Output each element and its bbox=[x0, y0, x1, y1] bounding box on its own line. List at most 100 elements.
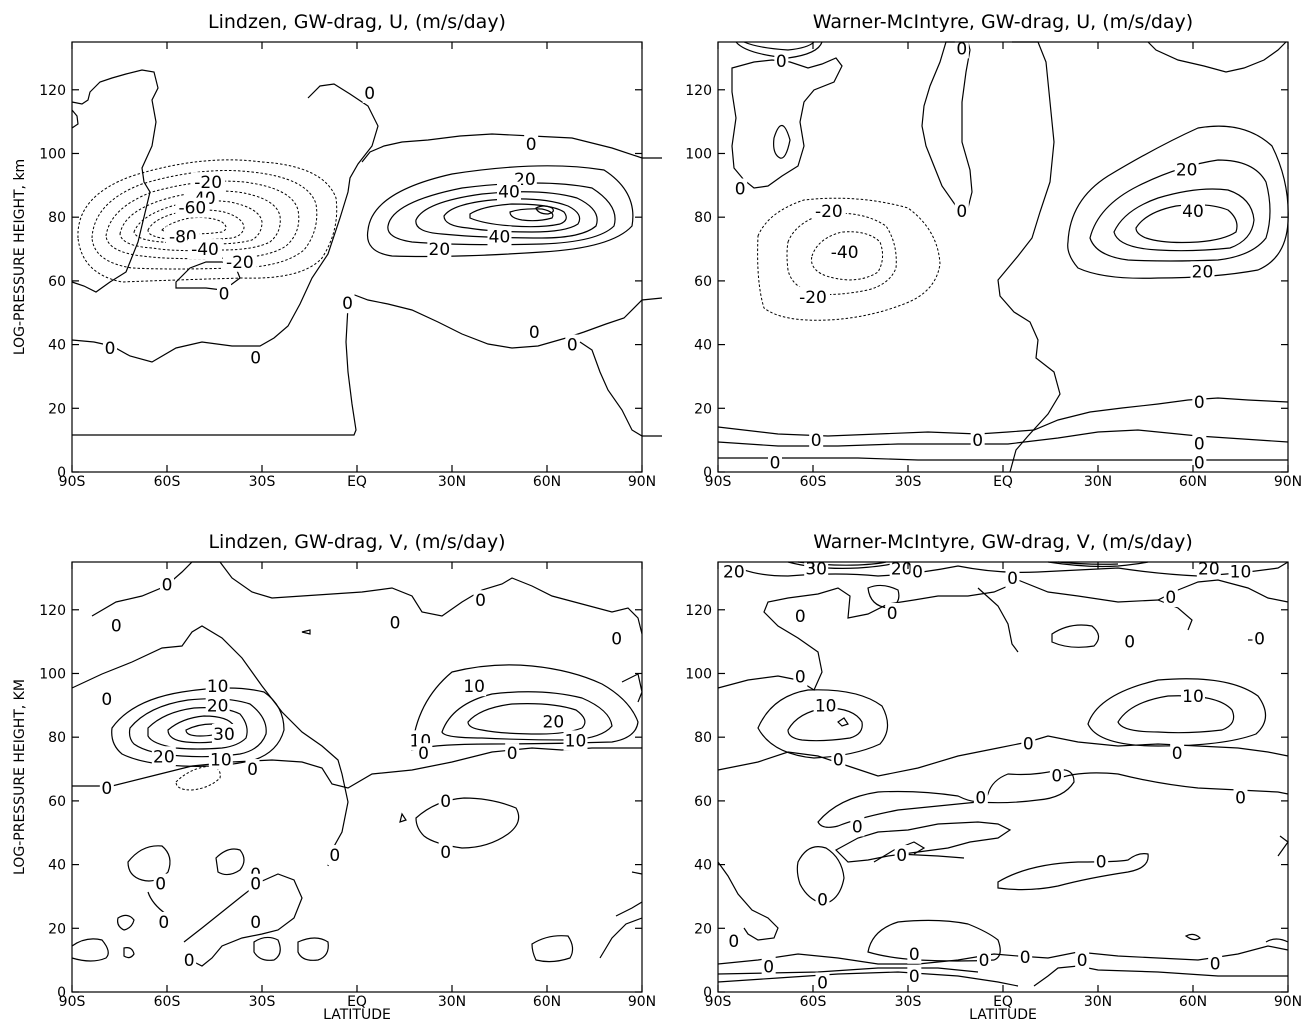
contour-label-bg bbox=[1233, 787, 1248, 808]
x-tick-label: 60N bbox=[533, 474, 561, 490]
contour-label-bg bbox=[388, 612, 402, 633]
contour-line bbox=[757, 197, 941, 321]
contour-label: 0 bbox=[1023, 735, 1034, 755]
x-tick-label: 90N bbox=[628, 994, 656, 1010]
contour-line bbox=[128, 698, 267, 758]
x-tick-label: 30N bbox=[438, 994, 466, 1010]
contour-label-bg bbox=[205, 695, 230, 716]
contour-label: 0 bbox=[795, 607, 806, 627]
x-tick-label: 60S bbox=[800, 474, 827, 490]
contour-line bbox=[361, 133, 662, 163]
contour-label: -40 bbox=[831, 243, 859, 263]
contour-label: 0 bbox=[817, 891, 828, 911]
contour-line bbox=[123, 947, 135, 959]
x-tick-label: 90S bbox=[59, 994, 86, 1010]
x-tick-label: 30S bbox=[895, 474, 922, 490]
contour-line bbox=[717, 861, 779, 941]
contour-line bbox=[147, 707, 248, 750]
contour-label-bg bbox=[160, 574, 174, 595]
contour-label: 0 bbox=[1210, 954, 1221, 974]
contour-line bbox=[621, 673, 643, 703]
contour-label: 0 bbox=[250, 875, 261, 895]
y-tick-label: 40 bbox=[48, 338, 66, 354]
contour-label: 0 bbox=[909, 967, 920, 987]
x-tick-label: 90N bbox=[628, 474, 656, 490]
contour-line bbox=[175, 261, 241, 291]
contour-label-bg bbox=[804, 558, 829, 579]
contour-label-bg bbox=[793, 666, 808, 687]
contour-line bbox=[117, 914, 135, 931]
contour-line bbox=[837, 717, 849, 727]
contour-label: 0 bbox=[956, 39, 967, 59]
contour-label: 0 bbox=[817, 973, 828, 993]
contour-label: 0 bbox=[111, 617, 122, 637]
contour-label: 10 bbox=[565, 731, 587, 751]
contour-label-bg bbox=[774, 51, 789, 72]
contour-label: 0 bbox=[728, 932, 739, 952]
contour-line bbox=[717, 967, 979, 975]
contour-label: 0 bbox=[475, 591, 486, 611]
contour-label-bg bbox=[811, 200, 846, 221]
contour-line bbox=[161, 217, 227, 235]
x-tick-label: 60N bbox=[1179, 994, 1207, 1010]
contour-line bbox=[183, 873, 303, 967]
contour-line bbox=[897, 853, 965, 859]
contour-label-bg bbox=[340, 293, 355, 314]
y-tick-label: 100 bbox=[39, 146, 66, 162]
contour-label-bg bbox=[248, 873, 263, 894]
contour-label-bg bbox=[438, 790, 453, 811]
contour-label-bg bbox=[827, 242, 862, 263]
contour-label-bg bbox=[815, 889, 830, 910]
contour-label-bg bbox=[1049, 765, 1064, 786]
y-tick-label: 20 bbox=[694, 401, 712, 417]
contour-label: 0 bbox=[329, 846, 340, 866]
contour-label-bg bbox=[427, 239, 452, 260]
contour-label-bg bbox=[99, 688, 114, 709]
y-tick-label: 40 bbox=[48, 858, 66, 874]
contour-line bbox=[71, 83, 379, 363]
contour-label: 20 bbox=[153, 747, 175, 767]
contour-label: 0 bbox=[101, 690, 112, 710]
x-tick-label: 30S bbox=[249, 994, 276, 1010]
contour-line bbox=[1033, 965, 1288, 987]
contour-label-bg bbox=[1021, 733, 1036, 754]
contour-label-bg bbox=[1163, 587, 1178, 608]
contour-line bbox=[91, 561, 643, 635]
contour-line bbox=[111, 687, 285, 767]
contour-line bbox=[717, 735, 1289, 777]
contour-label: 10 bbox=[815, 696, 837, 716]
y-tick-label: 20 bbox=[48, 401, 66, 417]
x-tick-label: 30N bbox=[438, 474, 466, 490]
contour-label: 0 bbox=[852, 817, 863, 837]
contour-line bbox=[1135, 204, 1238, 244]
contour-line bbox=[127, 845, 171, 882]
contour-line bbox=[786, 212, 897, 295]
contour-label-bg bbox=[109, 615, 124, 636]
contour-label: 0 bbox=[418, 744, 429, 764]
contour-line bbox=[1087, 678, 1267, 747]
contour-label: 40 bbox=[498, 183, 520, 203]
panel-lindzen-v: 0001020302010000001020101000000000000 Li… bbox=[12, 531, 656, 1023]
contour-label: 0 bbox=[1254, 629, 1265, 649]
contour-label: 0 bbox=[526, 135, 537, 155]
y-tick-label: 40 bbox=[694, 338, 712, 354]
contour-line bbox=[1117, 695, 1235, 734]
contour-label: 30 bbox=[805, 559, 827, 579]
contour-line bbox=[509, 208, 554, 222]
contour-label: 0 bbox=[101, 779, 112, 799]
contour-label-bg bbox=[212, 724, 236, 744]
contour-label-bg bbox=[910, 561, 925, 582]
y-tick-label: 20 bbox=[694, 921, 712, 937]
x-tick-label: 30N bbox=[1084, 474, 1112, 490]
contour-label: 0 bbox=[1020, 948, 1031, 968]
contour-label: 0 bbox=[1096, 852, 1107, 872]
contour-label: 0 bbox=[975, 789, 986, 809]
contour-line bbox=[615, 901, 643, 917]
contour-label: 0 bbox=[956, 202, 967, 222]
contour-label-bg bbox=[954, 38, 969, 59]
contour-label: 0 bbox=[1235, 789, 1246, 809]
contour-line bbox=[835, 821, 1012, 863]
contour-label: 20 bbox=[429, 240, 451, 260]
contour-label-bg bbox=[907, 966, 922, 987]
contour-label-bg bbox=[208, 749, 233, 770]
